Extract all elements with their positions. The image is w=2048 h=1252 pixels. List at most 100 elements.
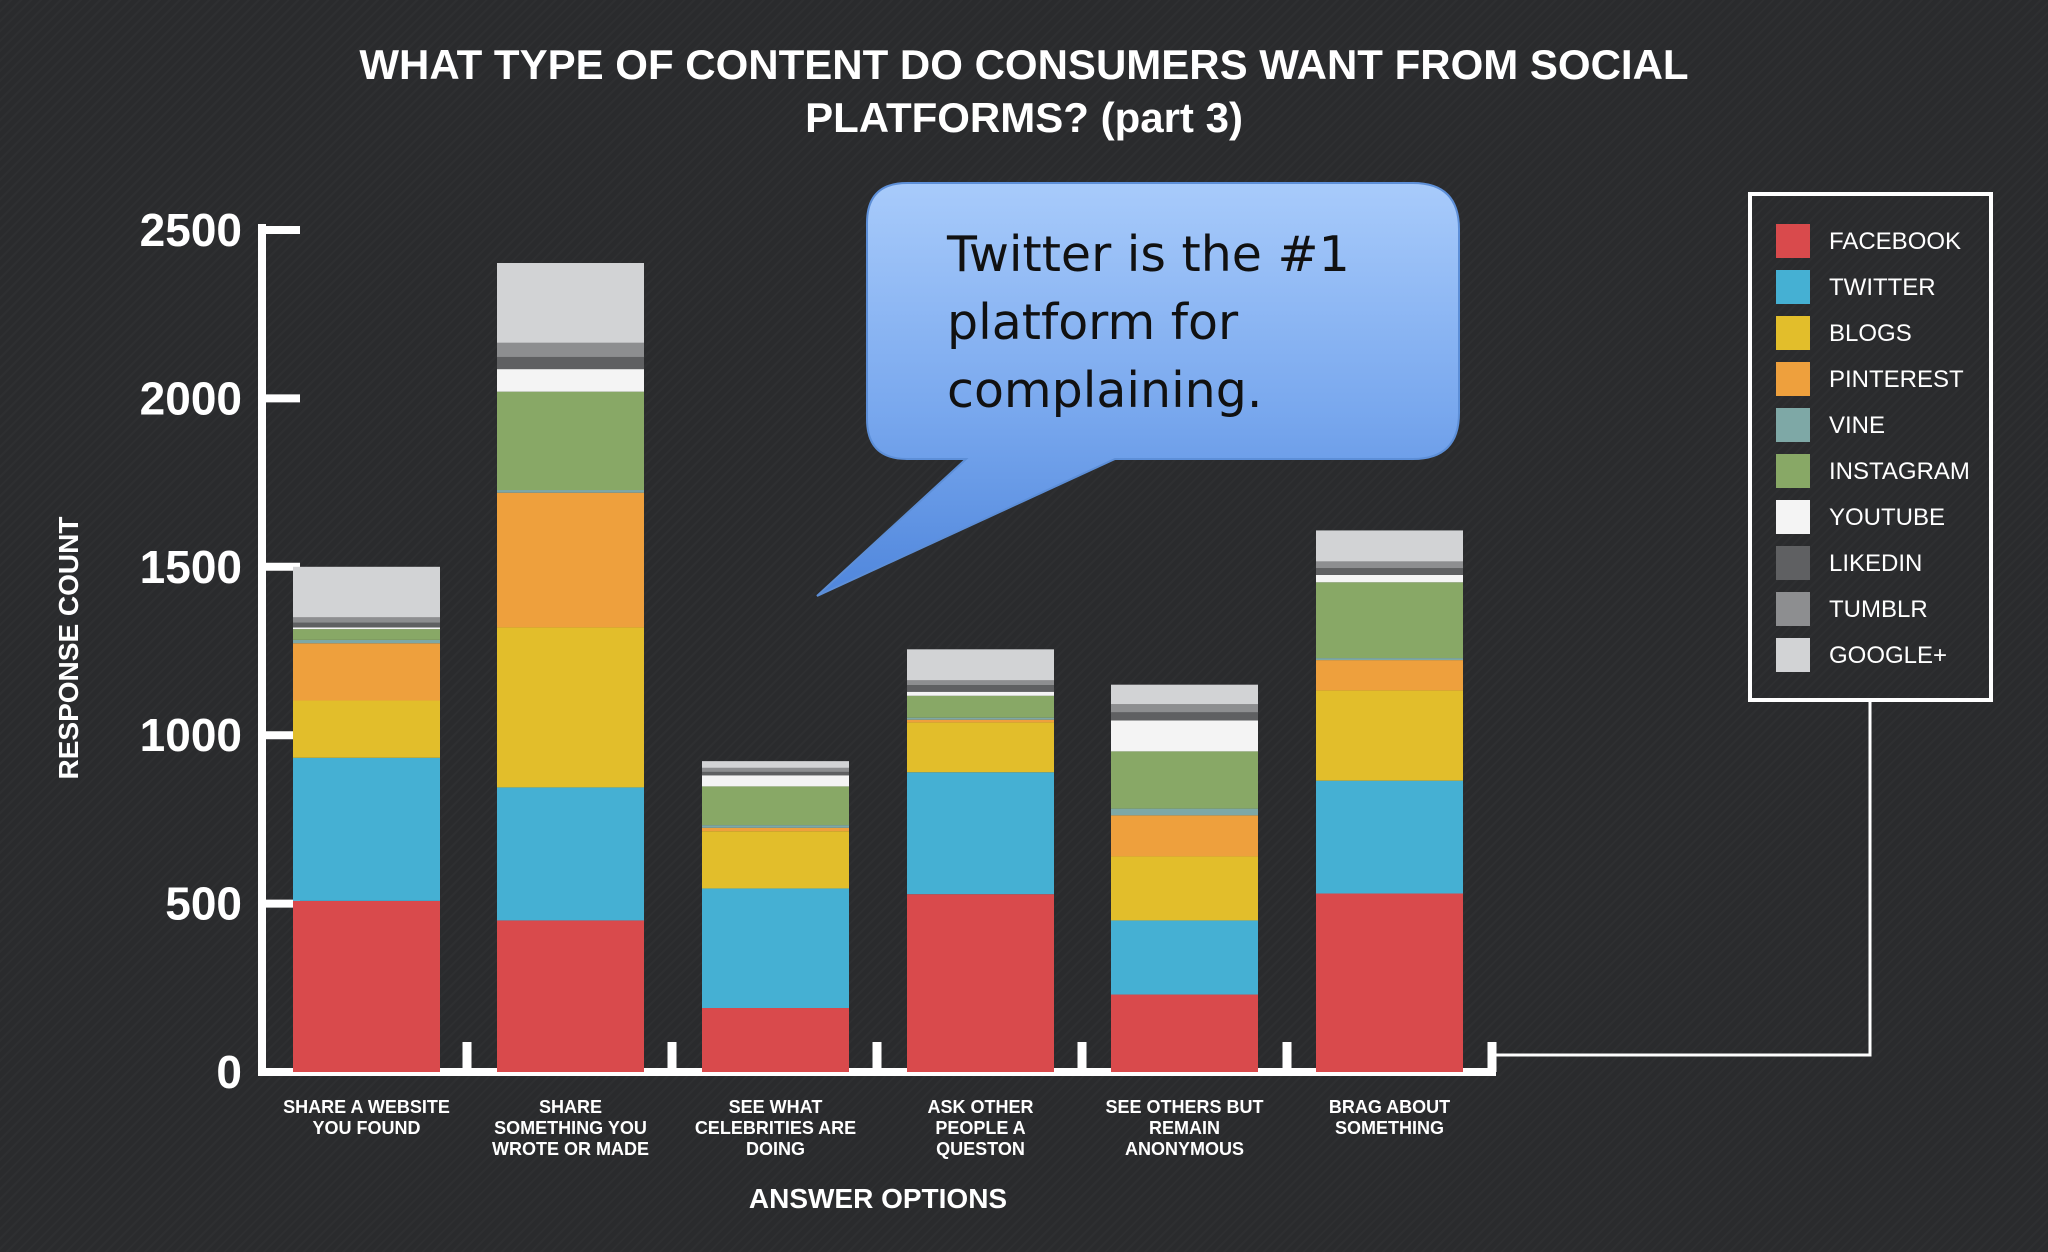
bar-segment-tumblr-3: [702, 767, 849, 772]
bar-segment-blogs-6: [1316, 690, 1463, 781]
bar-segment-likedin-3: [702, 771, 849, 776]
bar-segment-twitter-4: [907, 772, 1054, 895]
bar-segment-likedin-1: [293, 622, 440, 628]
bar-segment-google-3: [702, 761, 849, 768]
chart-title-line: PLATFORMS? (part 3): [805, 94, 1243, 141]
x-category-label: SEE WHAT: [729, 1097, 823, 1117]
chart-title: WHAT TYPE OF CONTENT DO CONSUMERS WANT F…: [359, 41, 1688, 141]
x-category-label: WROTE OR MADE: [492, 1139, 649, 1159]
bar-segment-google-5: [1111, 684, 1258, 705]
bar-segment-instagram-4: [907, 695, 1054, 718]
bar-segment-vine-5: [1111, 808, 1258, 816]
bar-segment-instagram-3: [702, 786, 849, 826]
bar-segment-facebook-1: [293, 900, 440, 1072]
x-category-label: SOMETHING: [1335, 1118, 1444, 1138]
y-tick-label: 500: [165, 878, 242, 930]
bar-segment-youtube-5: [1111, 720, 1258, 752]
legend-swatch: [1776, 270, 1810, 304]
x-category-label: ASK OTHER: [927, 1097, 1033, 1117]
bar-segment-google-6: [1316, 530, 1463, 562]
bar-segment-twitter-5: [1111, 920, 1258, 995]
bar-segment-instagram-1: [293, 629, 440, 640]
bar-segment-facebook-5: [1111, 994, 1258, 1072]
y-axis-title: RESPONSE COUNT: [53, 517, 84, 780]
bar-segment-likedin-4: [907, 685, 1054, 692]
bar-segment-facebook-3: [702, 1008, 849, 1072]
bar-segment-tumblr-4: [907, 680, 1054, 686]
chart-legend: FACEBOOK TWITTER BLOGS PINTEREST VINE INSTAGR…: [1748, 192, 1993, 702]
callout-text-line: complaining.: [947, 362, 1262, 419]
x-category-label: ANONYMOUS: [1125, 1139, 1244, 1159]
legend-swatch: [1776, 592, 1810, 626]
legend-connector: [1492, 700, 1872, 1057]
x-category-label: BRAG ABOUT: [1329, 1097, 1450, 1117]
bar-segment-youtube-6: [1316, 574, 1463, 583]
bar-segment-vine-2: [497, 490, 644, 493]
legend-swatch: [1776, 316, 1810, 350]
legend-swatch: [1776, 454, 1810, 488]
legend-label: TUMBLR: [1829, 596, 1928, 623]
bar-segment-likedin-5: [1111, 712, 1258, 721]
bar-segment-vine-4: [907, 717, 1054, 720]
legend-label: FACEBOOK: [1829, 228, 1961, 255]
x-category-label: QUESTON: [936, 1139, 1025, 1159]
legend-label: PINTEREST: [1829, 366, 1964, 393]
legend-swatch: [1776, 408, 1810, 442]
bar-segment-pinterest-4: [907, 719, 1054, 723]
bar-segment-twitter-2: [497, 787, 644, 921]
legend-swatch: [1776, 500, 1810, 534]
bar-segment-facebook-6: [1316, 893, 1463, 1072]
y-tick-label: 1000: [140, 709, 242, 761]
x-category-label: PEOPLE A: [935, 1118, 1025, 1138]
bar-segment-youtube-4: [907, 691, 1054, 696]
legend-label: BLOGS: [1829, 320, 1912, 347]
x-axis-title: ANSWER OPTIONS: [749, 1183, 1007, 1214]
chart-bars: [293, 263, 1463, 1072]
y-tick-label: 2500: [140, 204, 242, 256]
bar-segment-tumblr-6: [1316, 561, 1463, 569]
bar-segment-twitter-6: [1316, 780, 1463, 894]
legend-swatch: [1776, 224, 1810, 258]
bar-segment-pinterest-5: [1111, 815, 1258, 857]
legend-label: YOUTUBE: [1829, 504, 1945, 531]
legend-label: VINE: [1829, 412, 1885, 439]
x-category-label: DOING: [746, 1139, 805, 1159]
bar-segment-vine-1: [293, 639, 440, 644]
legend-label: INSTAGRAM: [1829, 458, 1970, 485]
legend-label: TWITTER: [1829, 274, 1936, 301]
bar-segment-google-1: [293, 566, 440, 618]
callout-text-line: Twitter is the #1: [946, 226, 1350, 283]
bar-segment-tumblr-1: [293, 617, 440, 623]
bar-segment-instagram-2: [497, 391, 644, 491]
x-category-label: REMAIN: [1149, 1118, 1220, 1138]
x-category-label: SEE OTHERS BUT: [1105, 1097, 1263, 1117]
x-category-label: YOU FOUND: [313, 1118, 421, 1138]
bar-segment-tumblr-2: [497, 342, 644, 357]
legend-swatch: [1776, 362, 1810, 396]
x-category-label: SOMETHING YOU: [494, 1118, 647, 1138]
legend-swatch: [1776, 546, 1810, 580]
bar-segment-instagram-6: [1316, 582, 1463, 659]
x-category-label: CELEBRITIES ARE: [695, 1118, 856, 1138]
bar-segment-google-2: [497, 263, 644, 343]
callout-text-line: platform for: [947, 294, 1239, 351]
bar-segment-facebook-4: [907, 894, 1054, 1072]
bar-segment-blogs-5: [1111, 856, 1258, 921]
bar-segment-twitter-3: [702, 888, 849, 1009]
bar-segment-blogs-3: [702, 831, 849, 889]
legend-label: GOOGLE+: [1829, 642, 1947, 669]
bar-segment-facebook-2: [497, 920, 644, 1072]
bar-segment-pinterest-6: [1316, 660, 1463, 691]
bar-segment-twitter-1: [293, 757, 440, 901]
bar-segment-likedin-6: [1316, 568, 1463, 575]
callout-shape: [816, 182, 1460, 597]
bar-segment-tumblr-5: [1111, 704, 1258, 713]
bar-segment-blogs-4: [907, 722, 1054, 773]
chart-title-line: WHAT TYPE OF CONTENT DO CONSUMERS WANT F…: [359, 41, 1688, 88]
bar-segment-pinterest-3: [702, 827, 849, 832]
bar-segment-likedin-2: [497, 356, 644, 370]
bar-segment-vine-6: [1316, 658, 1463, 661]
bar-segment-pinterest-2: [497, 492, 644, 628]
y-tick-label: 2000: [140, 372, 242, 424]
